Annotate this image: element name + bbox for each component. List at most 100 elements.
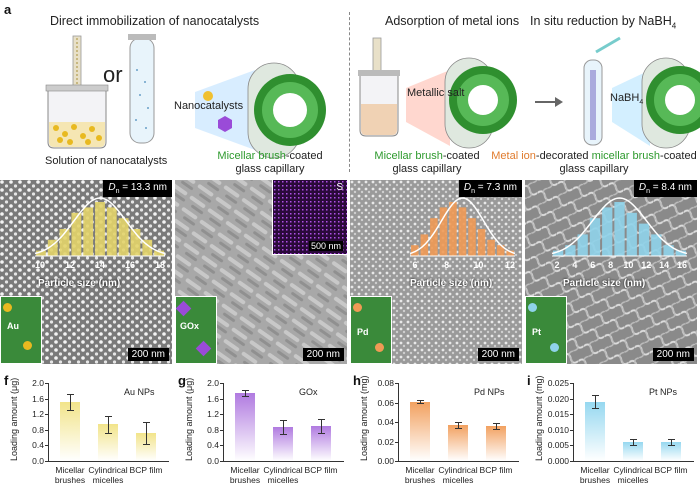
y-tick-label: 0.4: [207, 440, 219, 451]
histogram-bar: [663, 245, 674, 256]
y-tick-mark: [220, 461, 223, 462]
x-category-label: BCP film: [304, 465, 338, 475]
inset-c: GOx: [175, 296, 217, 364]
chart-title: GOx: [299, 387, 318, 397]
error-bar-cap: [143, 443, 150, 445]
histogram-e: 2 4 6 8 10 12 14 16: [551, 197, 688, 270]
y-tick-mark: [570, 461, 573, 462]
error-bar-cap: [67, 393, 74, 395]
panel-label-i: i: [527, 373, 531, 388]
y-tick-label: 0.020: [547, 393, 569, 404]
y-tick-label: 0.025: [547, 378, 569, 388]
x-category-label: Cylindrical micelles: [613, 465, 653, 485]
y-tick-label: 0.0: [32, 456, 44, 466]
bar: [235, 393, 255, 461]
x-category-label: BCP film: [129, 465, 163, 475]
panel-label-h: h: [353, 373, 361, 388]
histogram-tick-label: 10: [623, 260, 633, 270]
histogram-tick-label: 12: [641, 260, 651, 270]
histogram-tick-label: 6: [590, 260, 595, 270]
gaussian-fit-curve: [409, 197, 516, 255]
y-tick-mark: [570, 398, 573, 400]
histogram-bar: [626, 212, 637, 256]
histogram-bar: [430, 218, 438, 256]
plot-frame: [48, 383, 169, 462]
histogram-bar: [71, 212, 82, 256]
bar: [60, 401, 80, 461]
bar: [311, 426, 331, 461]
error-bar-cap: [455, 422, 462, 423]
chart-title: Au NPs: [124, 387, 155, 397]
capillary-caption-2: Micellar brush-coated glass capillary: [374, 150, 480, 175]
histogram-tick-label: 14: [95, 260, 105, 270]
histogram-b: 10 12 14 16 18: [34, 197, 166, 270]
nanocatalysts-label: Nanocatalysts: [174, 100, 244, 112]
histogram-bar: [496, 245, 505, 256]
y-tick-mark: [395, 441, 398, 443]
direct-immobilization-illustration: [45, 34, 326, 159]
capillary-caption-3: Metal ion-decorated micellar brush-coate…: [491, 150, 697, 175]
solution-caption: Solution of nanocatalysts: [45, 155, 168, 167]
eds-map-inset: S 500 nm: [272, 180, 347, 255]
x-category-label: Micellar brushes: [404, 465, 436, 485]
or-text: or: [103, 62, 123, 87]
error-bar: [108, 415, 109, 433]
error-bar: [146, 422, 147, 444]
histogram-tick-label: 8: [608, 260, 613, 270]
eds-scale-bar: 500 nm: [308, 241, 343, 251]
y-tick-mark: [395, 461, 398, 462]
scale-bar-b: 200 nm: [127, 348, 169, 361]
panel-label-f: f: [4, 373, 9, 388]
inset-d: Pd: [350, 296, 392, 364]
pd-particle-icon: [375, 343, 384, 352]
histogram-bar: [47, 239, 58, 256]
error-bar-cap: [668, 439, 675, 441]
histogram-bar: [439, 207, 448, 256]
bar: [410, 401, 430, 461]
histogram-bar: [118, 218, 129, 256]
bar: [661, 442, 681, 461]
histogram-d: 6 8 10 12: [409, 197, 516, 270]
inset-c-label: GOx: [180, 321, 200, 331]
gaussian-fit-curve: [34, 197, 166, 255]
y-tick-label: 0.04: [377, 417, 394, 427]
gox-enzyme-icon: [176, 300, 192, 317]
error-bar: [283, 419, 284, 434]
histogram-bar: [130, 229, 141, 256]
error-bar: [70, 393, 71, 410]
adsorption-reduction-illustration: [358, 36, 700, 149]
error-bar-cap: [630, 439, 637, 441]
histogram-bar: [614, 202, 625, 256]
panel-label-g: g: [178, 373, 186, 388]
pd-particle-icon: [353, 303, 362, 312]
pt-particle-icon: [550, 343, 559, 352]
histogram-bar: [565, 245, 576, 256]
histogram-tick-label: 16: [125, 260, 135, 270]
bar: [136, 432, 156, 461]
x-category-label: Cylindrical micelles: [88, 465, 128, 485]
scale-bar-d: 200 nm: [477, 348, 519, 361]
histogram-bar: [675, 250, 686, 256]
y-tick-label: 1.2: [32, 409, 44, 420]
inset-b: Au: [0, 296, 42, 364]
gox-enzyme-icon: [195, 340, 212, 357]
y-tick-mark: [220, 383, 223, 384]
scale-bar-c: 200 nm: [302, 348, 344, 361]
histogram-tick-label: 16: [677, 260, 687, 270]
y-tick-mark: [570, 429, 573, 431]
error-bar-cap: [280, 419, 287, 421]
error-bar-cap: [417, 399, 424, 401]
histogram-tick-label: 18: [155, 260, 165, 270]
x-category-label: Micellar brushes: [579, 465, 611, 485]
bar: [98, 424, 118, 461]
histogram-tick-label: 10: [35, 260, 45, 270]
y-tick-label: 0.06: [377, 397, 394, 408]
error-bar: [321, 419, 322, 434]
error-bar: [496, 422, 497, 429]
x-category-label: Micellar brushes: [229, 465, 261, 485]
y-tick-mark: [570, 383, 573, 384]
error-bar: [633, 439, 634, 446]
histogram-bar: [59, 229, 70, 256]
nabh4-label: NaBH4: [610, 92, 644, 107]
bar: [585, 401, 605, 461]
